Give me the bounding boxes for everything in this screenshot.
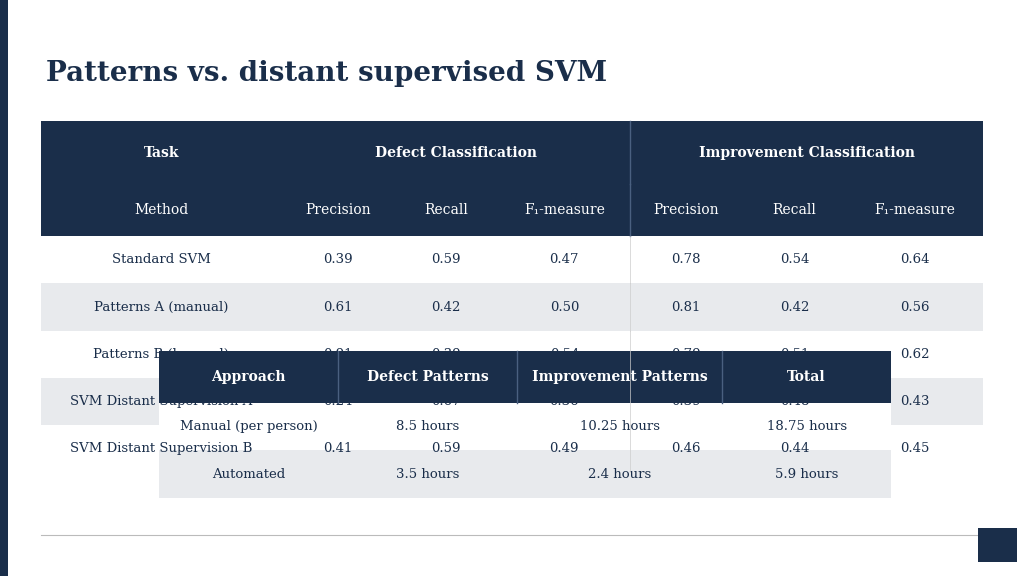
Text: Defect Classification: Defect Classification <box>375 146 537 160</box>
Text: Approach: Approach <box>211 370 286 384</box>
Text: 0.46: 0.46 <box>672 442 701 455</box>
Text: 0.64: 0.64 <box>900 253 930 266</box>
Text: Method: Method <box>134 203 188 217</box>
Text: 8.5 hours: 8.5 hours <box>396 420 460 433</box>
Text: Improvement Patterns: Improvement Patterns <box>532 370 708 384</box>
Text: 0.39: 0.39 <box>323 253 352 266</box>
Text: 0.54: 0.54 <box>550 348 579 361</box>
Text: Task: Task <box>143 146 179 160</box>
Text: Precision: Precision <box>305 203 371 217</box>
Text: 18.75 hours: 18.75 hours <box>767 420 847 433</box>
Text: 0.39: 0.39 <box>672 395 701 408</box>
Text: 0.59: 0.59 <box>431 253 461 266</box>
Text: 0.43: 0.43 <box>900 395 930 408</box>
Text: Total: Total <box>787 370 826 384</box>
Text: F₁-measure: F₁-measure <box>874 203 955 217</box>
Text: SVM Distant Supervision A: SVM Distant Supervision A <box>71 395 253 408</box>
Text: Improvement Classification: Improvement Classification <box>698 146 914 160</box>
Text: 0.61: 0.61 <box>323 301 352 313</box>
Text: Recall: Recall <box>773 203 816 217</box>
Text: 10.25 hours: 10.25 hours <box>580 420 660 433</box>
Text: 3.5 hours: 3.5 hours <box>396 468 460 480</box>
Text: 0.47: 0.47 <box>550 253 580 266</box>
Text: 0.81: 0.81 <box>672 301 701 313</box>
Text: Standard SVM: Standard SVM <box>112 253 211 266</box>
Text: 0.24: 0.24 <box>323 395 352 408</box>
Text: Automated: Automated <box>212 468 285 480</box>
Text: 0.78: 0.78 <box>672 253 701 266</box>
Text: 0.51: 0.51 <box>780 348 809 361</box>
Text: 0.79: 0.79 <box>672 348 701 361</box>
Text: Recall: Recall <box>424 203 468 217</box>
Text: 0.48: 0.48 <box>780 395 809 408</box>
Text: 0.36: 0.36 <box>550 395 580 408</box>
Text: 7: 7 <box>992 538 1002 552</box>
Text: F₁-measure: F₁-measure <box>524 203 605 217</box>
Text: 5.9 hours: 5.9 hours <box>775 468 839 480</box>
Text: 0.42: 0.42 <box>780 301 809 313</box>
Text: Manual (per person): Manual (per person) <box>179 420 317 433</box>
Text: 0.50: 0.50 <box>550 301 579 313</box>
Text: 0.91: 0.91 <box>323 348 352 361</box>
Text: 0.42: 0.42 <box>431 301 461 313</box>
Text: Patterns vs. distant supervised SVM: Patterns vs. distant supervised SVM <box>46 60 607 88</box>
Text: 0.54: 0.54 <box>780 253 809 266</box>
Text: 0.41: 0.41 <box>323 442 352 455</box>
Text: 0.49: 0.49 <box>550 442 580 455</box>
Text: SVM Distant Supervision B: SVM Distant Supervision B <box>71 442 253 455</box>
Text: Patterns B (learned): Patterns B (learned) <box>93 348 229 361</box>
Text: 0.56: 0.56 <box>900 301 930 313</box>
Text: 0.45: 0.45 <box>900 442 930 455</box>
Text: 0.39: 0.39 <box>431 348 461 361</box>
Text: Defect Patterns: Defect Patterns <box>367 370 488 384</box>
Text: 0.67: 0.67 <box>431 395 461 408</box>
Text: Precision: Precision <box>653 203 719 217</box>
Text: 0.59: 0.59 <box>431 442 461 455</box>
Text: 0.62: 0.62 <box>900 348 930 361</box>
Text: 2.4 hours: 2.4 hours <box>589 468 651 480</box>
Text: Patterns A (manual): Patterns A (manual) <box>94 301 228 313</box>
Text: 0.44: 0.44 <box>780 442 809 455</box>
